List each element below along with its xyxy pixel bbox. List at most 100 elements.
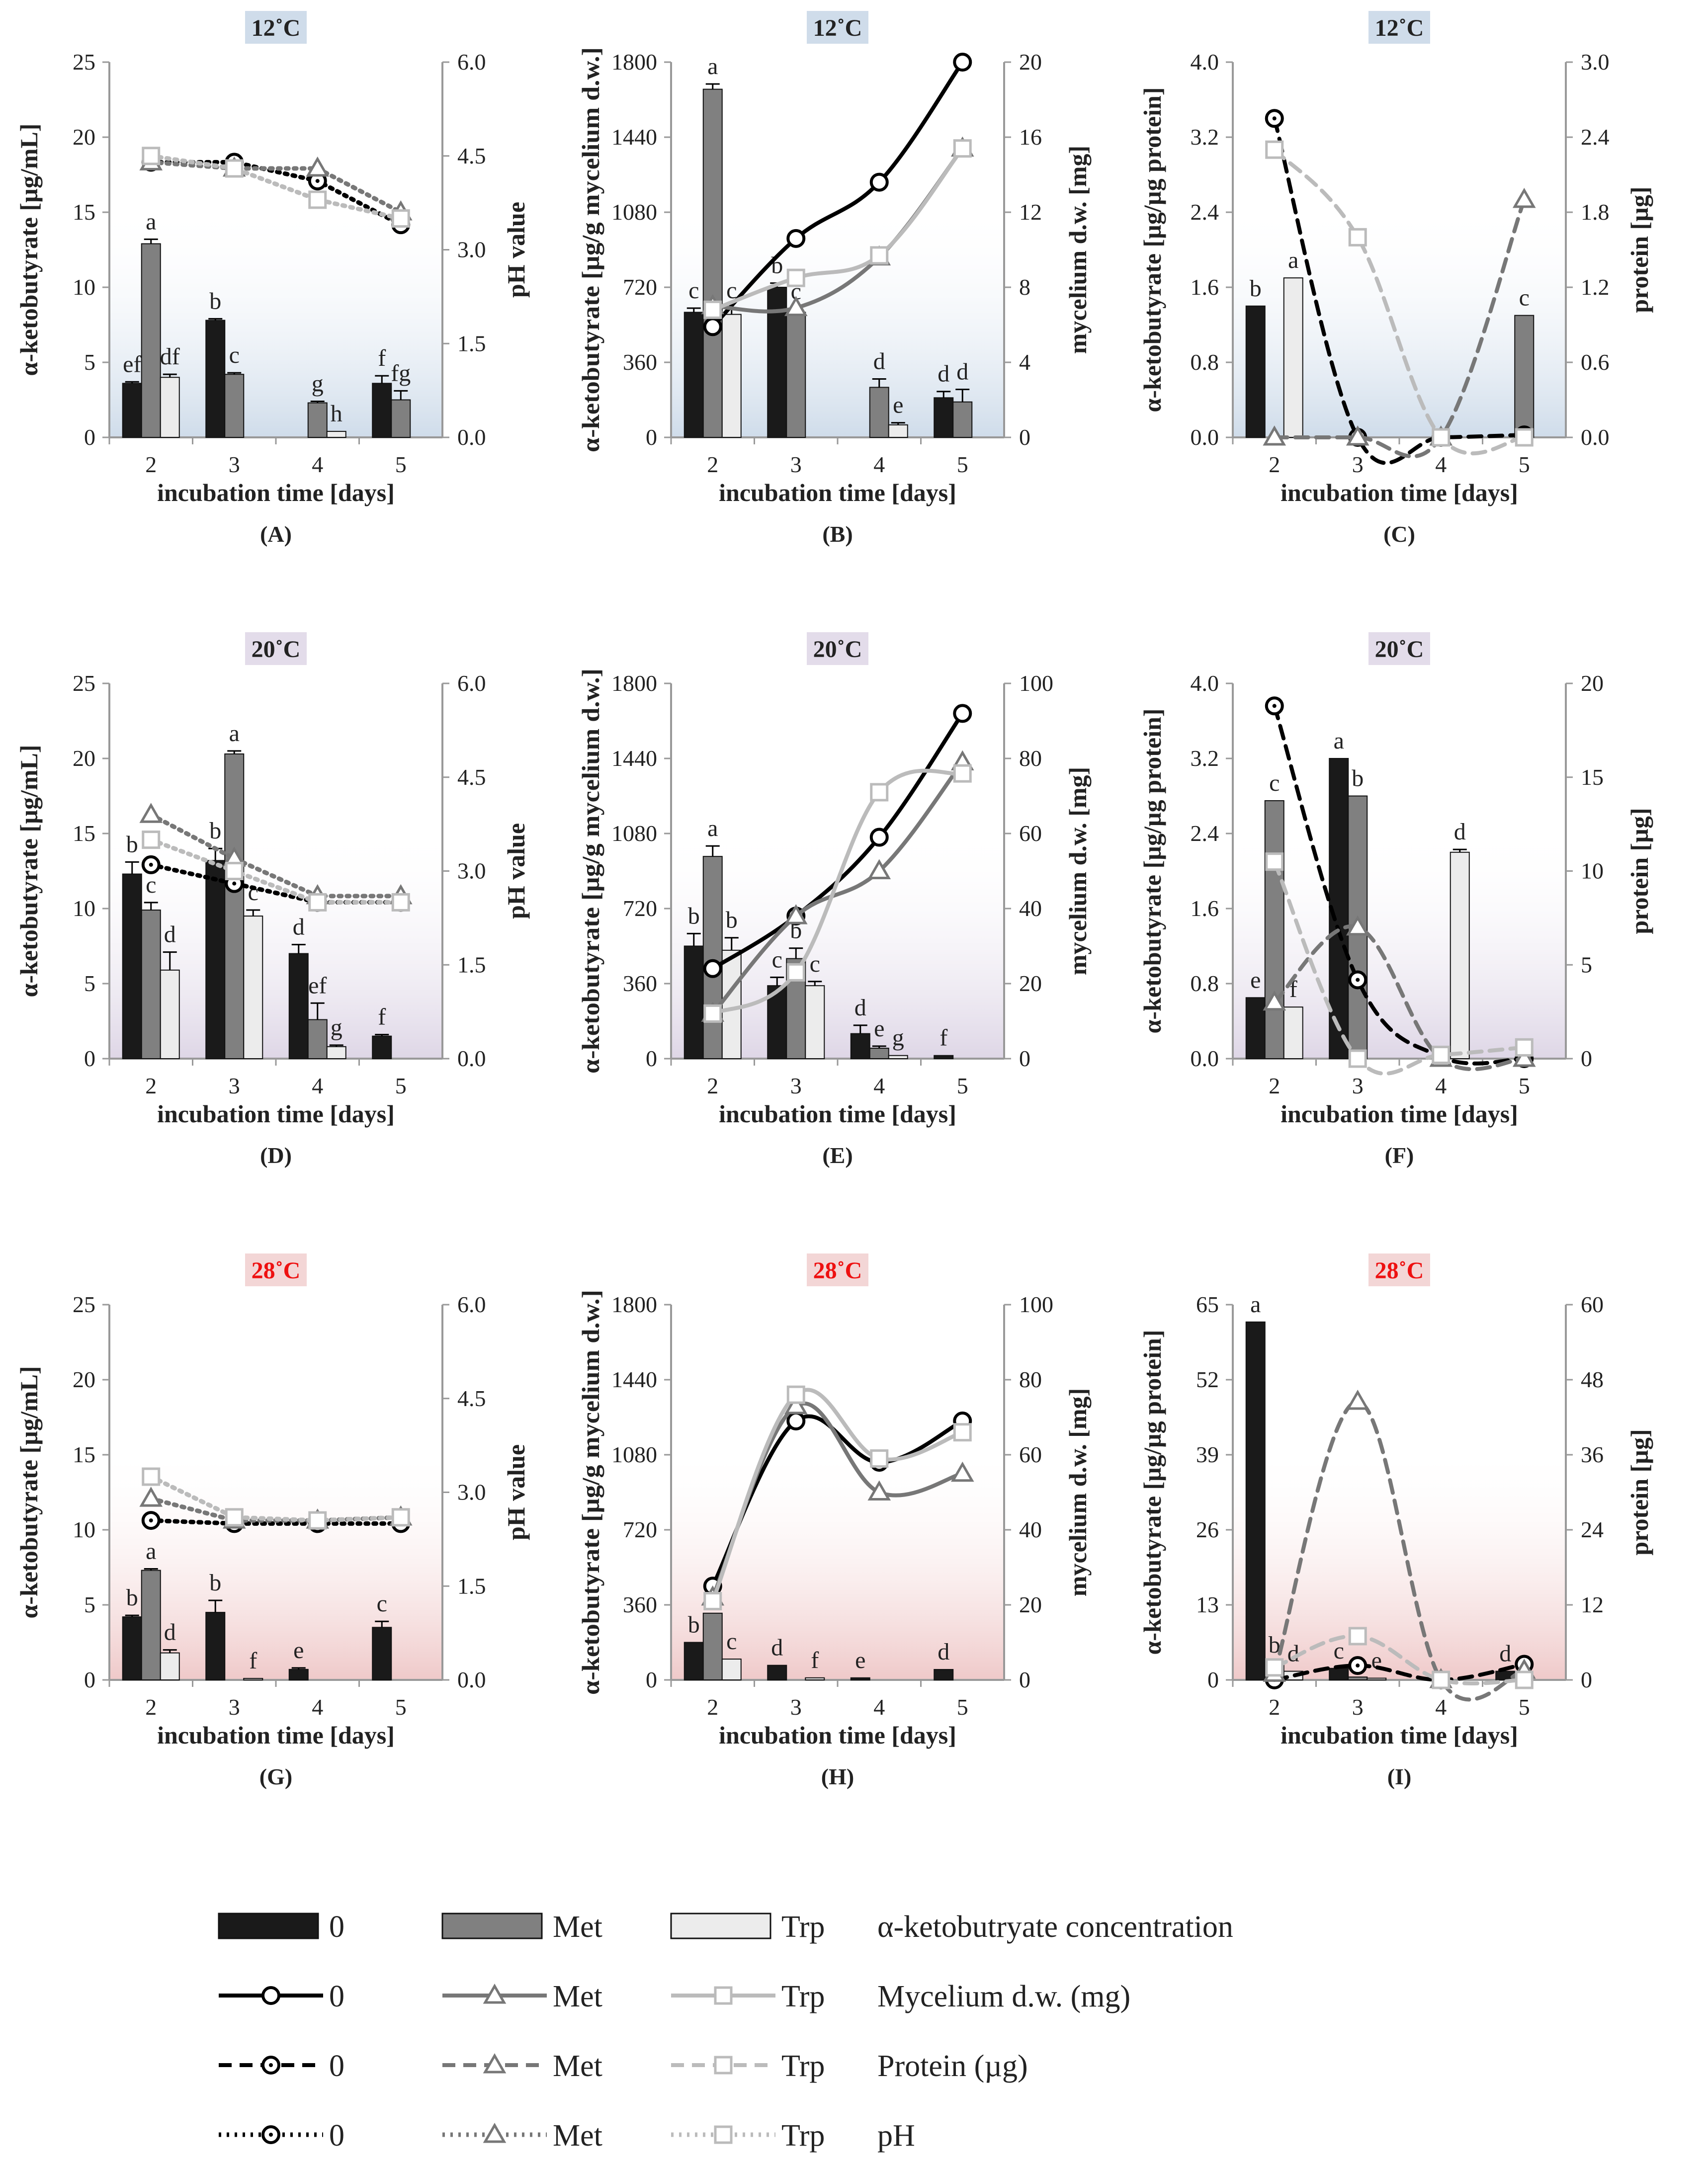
- y-tick-label: 0: [84, 1667, 95, 1692]
- bar-Met-5: [1514, 315, 1535, 438]
- y-tick-label: 360: [623, 971, 657, 996]
- y-tick-label: 1080: [611, 1442, 657, 1467]
- bar-Trp-4: [1450, 851, 1470, 1059]
- x-tick-label: 4: [1435, 1694, 1447, 1720]
- legend-item-label: Met: [553, 1910, 602, 1944]
- y2-axis-label: protein [µg]: [1625, 1429, 1653, 1555]
- x-axis-label: incubation time [days]: [719, 1100, 956, 1128]
- y-tick-label: 1440: [611, 124, 657, 150]
- marker-Trp-2: [703, 1591, 722, 1610]
- significance-label: f: [378, 345, 386, 371]
- legend-description: pH: [877, 2119, 915, 2153]
- temperature-box: [807, 11, 868, 44]
- y-tick-label: 15: [73, 199, 95, 225]
- significance-label: ef: [308, 972, 327, 999]
- chart-panel-H: 28˚C 0 360 720 1080 1440 1800 0 20 40 60 80 100 2 3 4 5i…: [577, 1253, 1092, 1789]
- temperature-text: 12˚C: [252, 15, 301, 41]
- x-tick-label: 5: [1519, 452, 1530, 477]
- significance-label: c: [1269, 770, 1280, 796]
- line-mycelium-0: [710, 711, 965, 971]
- temperature-box: [1368, 11, 1430, 44]
- x-axis-label: incubation time [days]: [719, 479, 956, 506]
- marker-Trp-2: [703, 1004, 722, 1023]
- significance-label: a: [1288, 247, 1298, 273]
- y2-tick-label: 40: [1019, 896, 1042, 921]
- y2-tick-label: 5: [1581, 952, 1592, 977]
- y2-tick-label: 40: [1019, 1517, 1042, 1542]
- legend-item-label: 0: [329, 1980, 344, 2013]
- temperature-box: [807, 632, 868, 665]
- y-tick-label: 4.0: [1191, 49, 1219, 75]
- line-mycelium-Trp: [710, 146, 965, 312]
- y-tick-label: 20: [73, 1367, 95, 1392]
- marker-Met-3: [1346, 425, 1369, 446]
- significance-label: c: [377, 1590, 387, 1617]
- y2-tick-label: 12: [1019, 199, 1042, 225]
- significance-label: c: [1334, 1638, 1344, 1664]
- bar-Trp-2: [721, 1659, 742, 1680]
- y2-tick-label: 48: [1581, 1367, 1604, 1392]
- y2-tick-label: 0: [1019, 1667, 1030, 1692]
- y-tick-label: 15: [73, 1442, 95, 1467]
- x-tick-label: 4: [312, 1073, 323, 1098]
- y2-tick-label: 6.0: [457, 670, 486, 696]
- marker-0-5: [953, 53, 972, 72]
- marker-Met-3: [784, 296, 808, 317]
- bar-Met-3: [224, 374, 245, 438]
- marker-Trp-2: [1265, 1658, 1284, 1677]
- x-tick-label: 3: [229, 1694, 240, 1720]
- marker-Met-4: [867, 1480, 891, 1500]
- significance-label: a: [146, 208, 156, 235]
- marker-0-3: [786, 229, 806, 248]
- y-tick-label: 0.8: [1191, 349, 1219, 375]
- chart-panel-C: 12˚C 0.0 0.8 1.6 2.4 3.2 4.0 0.0 0.6 1.2 1.8 2.4 3.0…: [1138, 11, 1653, 547]
- legend-marker-0: [261, 1986, 280, 2005]
- marker-0-4: [869, 172, 889, 192]
- marker-Trp-4: [870, 783, 889, 802]
- y-tick-label: 1080: [611, 821, 657, 846]
- line-protein-Met: [1272, 924, 1527, 1072]
- temperature-text: 20˚C: [1375, 636, 1424, 663]
- x-tick-label: 2: [1269, 452, 1280, 477]
- y2-tick-label: 60: [1019, 1442, 1042, 1467]
- marker-Trp-3: [1348, 1627, 1367, 1646]
- marker-Trp-3: [225, 159, 244, 178]
- y-tick-label: 52: [1196, 1367, 1219, 1392]
- x-tick-label: 4: [1435, 452, 1447, 477]
- significance-label: c: [1519, 285, 1530, 311]
- marker-Trp-4: [1432, 428, 1451, 447]
- panel-label: (H): [821, 1764, 854, 1789]
- y2-tick-label: 20: [1019, 49, 1042, 75]
- significance-label: c: [146, 872, 156, 898]
- legend-marker-Met: [483, 2053, 507, 2074]
- line-ph-Met: [149, 812, 403, 899]
- y2-tick-label: 4.5: [457, 1386, 486, 1411]
- x-tick-label: 3: [790, 1073, 802, 1098]
- bar-0-3: [205, 860, 226, 1059]
- significance-label: d: [873, 348, 885, 375]
- marker-0-3: [786, 1412, 806, 1431]
- x-tick-label: 4: [312, 452, 323, 477]
- marker-Met-4: [867, 859, 891, 879]
- significance-label: g: [312, 371, 324, 397]
- y2-axis-label: mycelium d.w. [mg]: [1064, 146, 1092, 354]
- line-ph-Met: [149, 160, 403, 215]
- temperature-label: 20˚C: [807, 632, 868, 665]
- significance-label: d: [938, 1639, 949, 1665]
- marker-Trp-5: [391, 1508, 410, 1527]
- y-tick-label: 1.6: [1191, 274, 1219, 300]
- bar-Trp-2: [721, 314, 742, 438]
- y2-tick-label: 15: [1581, 764, 1604, 790]
- marker-Trp-2: [1265, 852, 1284, 871]
- chart-panel-B: 12˚C 0 360 720 1080 1440 1800 0 4 8 12 16 20 2 3 4 5incu…: [577, 11, 1092, 547]
- legend-item-label: Trp: [781, 1980, 825, 2013]
- significance-label: a: [1250, 1291, 1261, 1318]
- legend-marker-0: [261, 2125, 280, 2144]
- y2-tick-label: 1.5: [457, 331, 486, 356]
- y2-tick-label: 0.0: [457, 1667, 486, 1692]
- marker-Met-5: [1512, 187, 1536, 208]
- bar-0-3: [767, 985, 787, 1060]
- significance-label: f: [939, 1025, 947, 1051]
